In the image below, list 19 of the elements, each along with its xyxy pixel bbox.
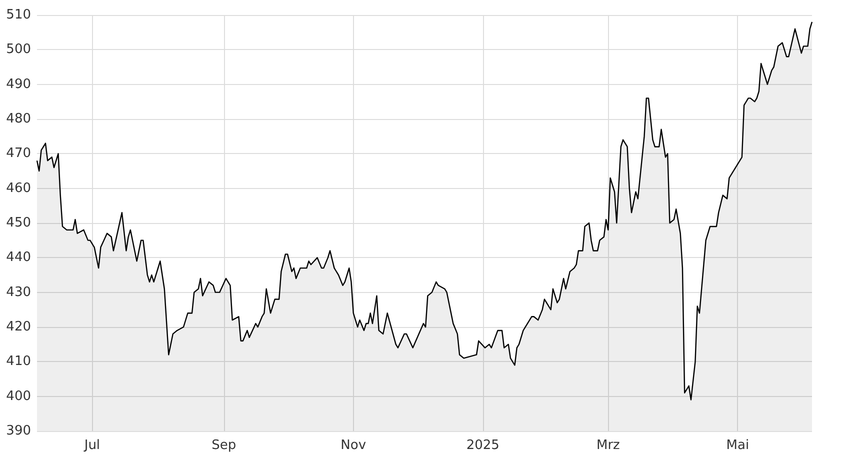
y-tick-label: 490 [6,76,31,92]
y-tick-label: 410 [6,354,31,370]
x-tick-label: 2025 [466,438,500,453]
y-tick-label: 510 [6,8,31,22]
y-tick-label: 420 [6,320,31,334]
x-tick-label: Sep [212,438,236,453]
y-tick-label: 390 [6,424,31,438]
x-tick-label: Nov [340,438,366,453]
y-tick-label: 500 [6,42,31,58]
y-tick-label: 480 [6,112,31,126]
y-tick-label: 400 [6,388,31,404]
y-tick-label: 440 [6,250,31,266]
y-tick-label: 430 [6,284,31,300]
y-tick-label: 470 [6,146,31,162]
x-tick-label: Jul [83,438,100,453]
y-tick-label: 450 [6,216,31,230]
y-tick-label: 460 [6,180,31,196]
x-tick-label: Mai [726,438,750,453]
x-tick-label: Mrz [596,438,620,453]
